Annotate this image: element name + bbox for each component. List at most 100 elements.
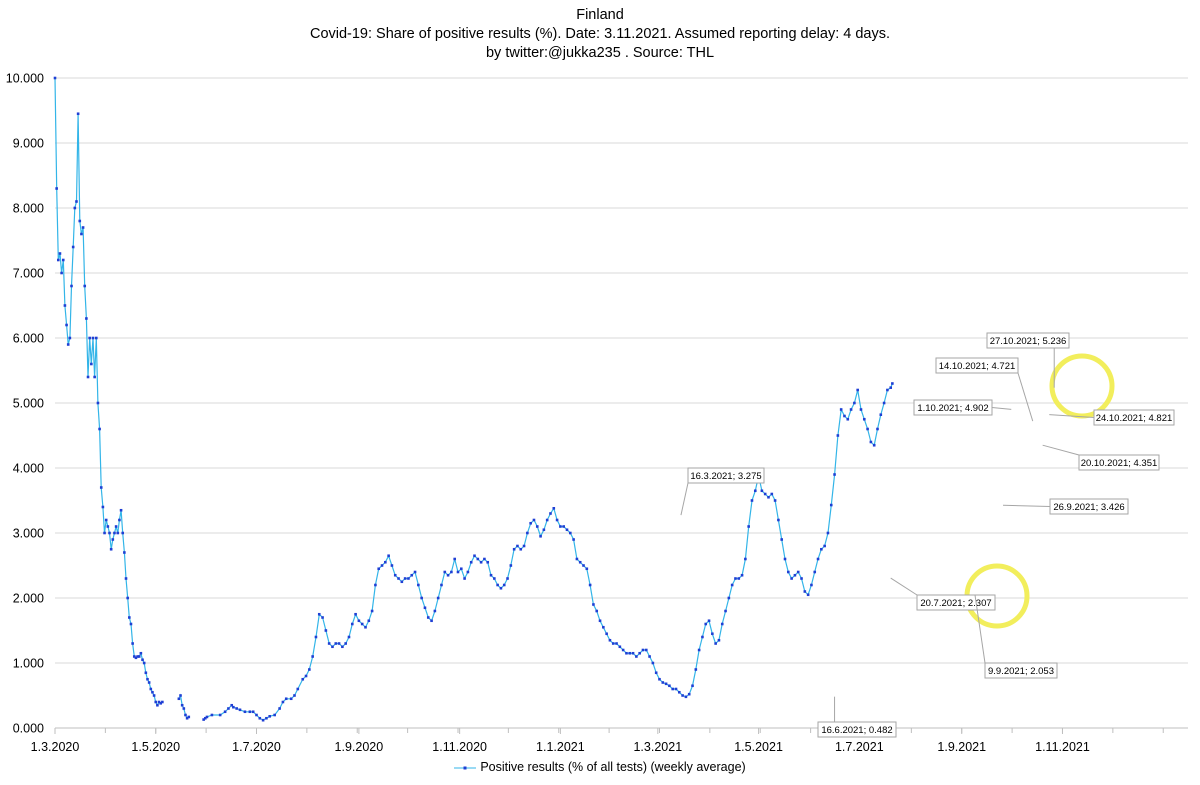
- data-point: [430, 619, 433, 623]
- data-point: [661, 681, 665, 684]
- data-point: [177, 697, 181, 701]
- data-point: [75, 200, 78, 203]
- highlight-circles: [964, 353, 1115, 629]
- data-point: [113, 531, 116, 535]
- data-point: [891, 382, 894, 385]
- data-point: [644, 648, 648, 652]
- data-point: [588, 583, 592, 587]
- data-point: [664, 682, 668, 686]
- data-point: [658, 677, 661, 681]
- data-point: [777, 518, 780, 522]
- annotation-box-0: [687, 467, 765, 484]
- annotation-leader-3: [974, 594, 986, 664]
- data-point: [93, 375, 96, 379]
- x-tick-label-7: 1.5.2021: [734, 740, 783, 754]
- data-point: [101, 505, 105, 509]
- data-point: [265, 716, 268, 720]
- data-point: [443, 570, 447, 574]
- data-point: [773, 499, 777, 502]
- data-point: [347, 635, 351, 639]
- data-point: [134, 656, 138, 660]
- data-point: [141, 658, 144, 662]
- data-point: [651, 661, 655, 665]
- data-point: [413, 570, 417, 574]
- data-point: [886, 388, 889, 392]
- data-point: [73, 206, 77, 210]
- data-point: [621, 648, 625, 652]
- data-point: [869, 440, 873, 444]
- data-point: [793, 573, 797, 577]
- data-point: [109, 547, 113, 551]
- data-point: [96, 401, 100, 405]
- data-point: [592, 603, 595, 606]
- data-point: [516, 544, 519, 548]
- data-point: [552, 507, 556, 510]
- y-tick-label-10: 10.000: [6, 72, 44, 86]
- data-point: [585, 567, 589, 571]
- data-point: [450, 570, 453, 574]
- data-point: [816, 557, 820, 561]
- data-point: [747, 525, 750, 528]
- data-point: [205, 715, 209, 719]
- x-tick-label-10: 1.11.2021: [1035, 740, 1090, 754]
- data-point: [248, 710, 252, 714]
- annotation-leader-6: [1017, 372, 1034, 422]
- annotation-label-8: 24.10.2021; 4.821: [1096, 413, 1173, 424]
- annotation-leader-4: [1003, 504, 1051, 507]
- legend-label: Positive results (% of all tests) (weekl…: [480, 760, 746, 774]
- data-point: [806, 593, 810, 597]
- data-point: [843, 414, 846, 418]
- data-point: [360, 622, 364, 626]
- data-point: [618, 645, 622, 649]
- data-point: [327, 642, 331, 645]
- data-point: [202, 718, 205, 721]
- data-point: [370, 609, 374, 613]
- annotation-label-9: 27.10.2021; 5.236: [990, 336, 1067, 347]
- data-point: [293, 694, 296, 697]
- data-point: [820, 547, 823, 551]
- data-point: [882, 401, 886, 405]
- data-point: [545, 518, 549, 522]
- x-tick-label-4: 1.11.2020: [432, 740, 487, 754]
- data-point: [146, 677, 149, 681]
- data-point: [377, 567, 381, 571]
- data-point: [85, 317, 88, 320]
- data-point: [78, 219, 82, 223]
- data-point: [156, 703, 159, 707]
- data-point: [61, 258, 65, 262]
- data-point: [106, 525, 110, 528]
- data-point: [83, 284, 87, 288]
- data-point: [357, 619, 361, 623]
- data-point: [605, 632, 608, 636]
- data-point: [387, 554, 390, 558]
- data-point: [856, 388, 859, 392]
- data-point: [836, 434, 840, 437]
- data-point: [787, 570, 790, 574]
- data-point: [104, 518, 108, 522]
- y-tick-label-8: 8.000: [13, 202, 44, 216]
- data-point: [66, 343, 70, 346]
- data-point: [529, 521, 532, 525]
- chart-title-line2: Covid-19: Share of positive results (%).…: [309, 26, 891, 42]
- data-point: [638, 651, 641, 655]
- annotation-box-6: [935, 357, 1019, 374]
- data-point: [136, 655, 139, 658]
- data-point: [151, 690, 154, 694]
- data-point: [289, 697, 293, 701]
- annotation-leader-0: [680, 482, 689, 516]
- data-point: [65, 323, 68, 327]
- data-point: [433, 609, 437, 613]
- annotation-label-5: 1.10.2021; 4.902: [917, 403, 988, 414]
- data-point: [684, 695, 688, 699]
- data-point: [780, 538, 784, 541]
- annotation-label-6: 14.10.2021; 4.721: [939, 361, 1016, 372]
- data-point: [459, 567, 463, 571]
- data-point: [625, 651, 628, 655]
- data-point: [509, 564, 513, 567]
- data-point: [635, 655, 638, 658]
- data-point: [70, 284, 73, 288]
- data-point: [144, 671, 148, 675]
- data-point: [770, 492, 774, 496]
- data-point: [390, 564, 394, 567]
- y-tick-label-5: 5.000: [13, 397, 44, 411]
